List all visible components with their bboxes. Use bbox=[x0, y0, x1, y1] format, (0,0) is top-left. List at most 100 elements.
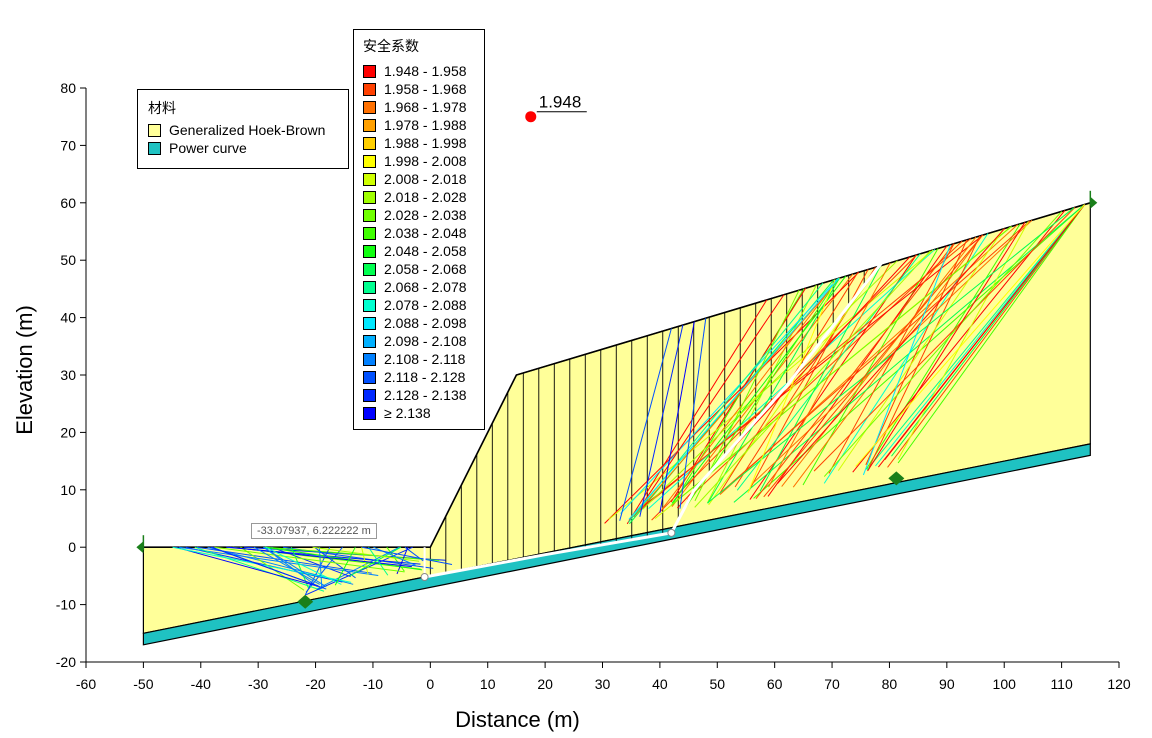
fos-range-label: 2.058 - 2.068 bbox=[384, 261, 467, 277]
fos-legend-item: 2.088 - 2.098 bbox=[363, 314, 475, 332]
x-tick-label: 100 bbox=[993, 676, 1017, 692]
right-boundary-marker bbox=[1090, 196, 1098, 209]
material-legend-item: Power curve bbox=[148, 139, 338, 157]
trial-slip-surface bbox=[855, 204, 1085, 467]
trial-slip-surface bbox=[747, 279, 836, 494]
fos-range-label: 2.108 - 2.118 bbox=[384, 351, 466, 367]
x-tick-label: -10 bbox=[363, 676, 383, 692]
trial-slip-surface bbox=[253, 546, 320, 585]
fos-legend-item: 2.018 - 2.028 bbox=[363, 188, 475, 206]
fos-range-label: 2.068 - 2.078 bbox=[384, 279, 467, 295]
trial-slip-surface bbox=[763, 234, 984, 498]
trial-slip-surface bbox=[671, 273, 854, 507]
trial-slip-surface bbox=[264, 546, 423, 571]
material-name: Generalized Hoek-Brown bbox=[169, 122, 326, 138]
fos-legend-item: 1.968 - 1.978 bbox=[363, 98, 475, 116]
trial-slip-surface bbox=[373, 546, 416, 566]
y-tick-label: -20 bbox=[56, 654, 76, 670]
fos-legend-item: 2.128 - 2.138 bbox=[363, 386, 475, 404]
x-tick-label: 0 bbox=[426, 676, 434, 692]
x-tick-label: 20 bbox=[537, 676, 553, 692]
material-legend-title: 材料 bbox=[148, 101, 176, 117]
trial-slip-surface bbox=[396, 547, 409, 575]
fos-range-label: 1.978 - 1.988 bbox=[384, 117, 467, 133]
trial-slip-surface bbox=[194, 546, 325, 592]
fos-range-label: 2.038 - 2.048 bbox=[384, 225, 467, 241]
x-tick-label: 120 bbox=[1107, 676, 1131, 692]
trial-slip-surface bbox=[671, 275, 847, 504]
x-tick-label: -60 bbox=[76, 676, 96, 692]
fos-legend-item: 2.038 - 2.048 bbox=[363, 224, 475, 242]
fos-range-label: 2.028 - 2.038 bbox=[384, 207, 467, 223]
fos-legend-item: 2.068 - 2.078 bbox=[363, 278, 475, 296]
x-tick-label: -20 bbox=[305, 676, 325, 692]
critical-slip-line bbox=[424, 259, 885, 579]
trial-slip-surface bbox=[768, 262, 891, 488]
trial-slip-surface bbox=[240, 546, 305, 591]
trial-slip-surface bbox=[751, 219, 1033, 485]
critical-fos-label: 1.948 bbox=[539, 93, 582, 112]
fos-legend-item: 1.958 - 1.968 bbox=[363, 80, 475, 98]
x-tick-label: 110 bbox=[1050, 676, 1073, 692]
trial-slip-surface bbox=[897, 221, 1029, 460]
fos-swatch bbox=[363, 388, 376, 402]
trial-slip-surface bbox=[619, 328, 672, 521]
x-tick-label: 70 bbox=[824, 676, 840, 692]
trial-slip-surface bbox=[620, 278, 838, 514]
fos-legend-item: 2.098 - 2.108 bbox=[363, 332, 475, 350]
trial-slip-surface bbox=[318, 547, 323, 589]
trial-slip-surface bbox=[865, 223, 1021, 470]
trial-slip-surface bbox=[823, 211, 1063, 477]
trial-slip-surface bbox=[866, 204, 1085, 471]
trial-slip-surface bbox=[628, 277, 840, 520]
fos-range-label: 2.118 - 2.128 bbox=[384, 369, 466, 385]
y-tick-label: -10 bbox=[56, 597, 76, 613]
critical-slip-surface bbox=[423, 259, 885, 579]
fos-swatch bbox=[363, 226, 376, 240]
fos-swatch bbox=[363, 244, 376, 258]
trial-slip-surface bbox=[781, 236, 977, 487]
fos-swatch bbox=[363, 298, 376, 312]
trial-slip-surface bbox=[759, 265, 882, 492]
x-tick-label: 40 bbox=[652, 676, 668, 692]
fos-range-label: 2.128 - 2.138 bbox=[384, 387, 467, 403]
fos-swatch bbox=[363, 64, 376, 78]
trial-slip-surface bbox=[361, 547, 369, 575]
trial-slip-surface bbox=[813, 207, 1076, 472]
trial-slip-surface bbox=[640, 238, 972, 511]
critical-surface-node bbox=[420, 573, 429, 582]
x-tick-label: 90 bbox=[939, 676, 955, 692]
x-tick-label: 10 bbox=[480, 676, 496, 692]
trial-slip-surface bbox=[634, 277, 841, 516]
fos-swatch bbox=[363, 82, 376, 96]
fos-legend-item: 1.988 - 1.998 bbox=[363, 134, 475, 152]
x-axis-title: Distance (m) bbox=[455, 707, 580, 732]
fos-legend-item: 2.028 - 2.038 bbox=[363, 206, 475, 224]
trial-slip-surface bbox=[707, 207, 1075, 504]
trial-slip-surface bbox=[349, 546, 402, 577]
trial-slip-surface bbox=[891, 204, 1085, 457]
fos-legend-item: ≥ 2.138 bbox=[363, 404, 475, 422]
y-tick-label: 70 bbox=[60, 137, 76, 153]
factor-of-safety-legend: 安全系数 1.948 - 1.958 1.958 - 1.968 1.968 - 1… bbox=[353, 29, 485, 430]
axes: -60 -50 -40 -30 -20 -10 0 10 20 30 40 50 60 70 80 90 100… bbox=[12, 80, 1131, 732]
trial-slip-surface bbox=[792, 234, 983, 488]
trial-slip-surface bbox=[694, 250, 931, 508]
x-tick-label: 50 bbox=[709, 676, 725, 692]
x-tick-label: 60 bbox=[767, 676, 783, 692]
material-legend: 材料 Generalized Hoek-Brown Power curve bbox=[137, 89, 349, 169]
material-hoek-brown-region bbox=[142, 201, 1091, 635]
fos-range-label: 2.098 - 2.108 bbox=[384, 333, 467, 349]
y-tick-label: 20 bbox=[60, 424, 76, 440]
fos-swatch bbox=[363, 208, 376, 222]
fos-legend-item: 1.978 - 1.988 bbox=[363, 116, 475, 134]
fos-swatch bbox=[363, 316, 376, 330]
fos-range-label: 2.018 - 2.028 bbox=[384, 189, 467, 205]
trial-slip-surface bbox=[659, 321, 695, 513]
material-name: Power curve bbox=[169, 140, 247, 156]
fos-range-label: ≥ 2.138 bbox=[384, 405, 431, 421]
trial-slip-surface bbox=[862, 244, 951, 476]
trial-slip-surface bbox=[172, 546, 352, 583]
fos-range-label: 1.998 - 2.008 bbox=[384, 153, 467, 169]
